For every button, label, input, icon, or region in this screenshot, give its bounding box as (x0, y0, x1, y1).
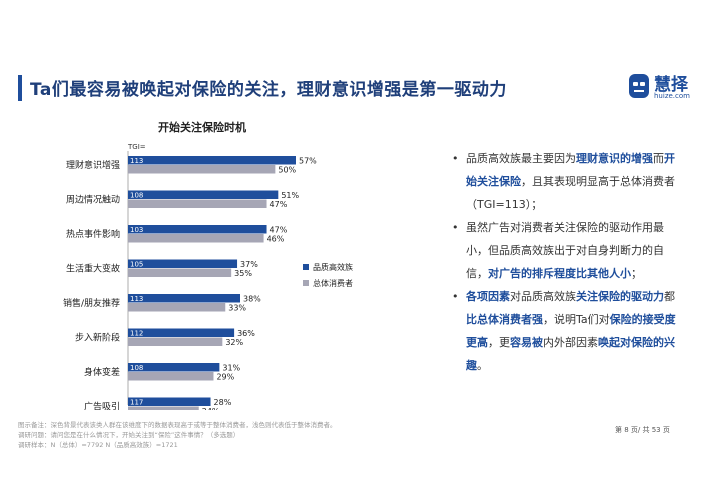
bar-overall (128, 406, 199, 410)
category-label: 理财意识增强 (66, 159, 120, 171)
tgi-label: TGI= (127, 143, 146, 151)
highlight-text: 唤起对保险的兴趣 (466, 336, 675, 372)
data-label: 24% (202, 407, 220, 410)
bullet-dot-icon: • (452, 290, 459, 303)
highlight-text: 比总体消费者强 (466, 313, 543, 326)
logo: 慧择 huize.com (626, 70, 696, 106)
legend-label: 总体消费者 (313, 278, 353, 288)
bar-overall (128, 165, 276, 174)
data-label: 32% (225, 338, 243, 347)
body-text: 内外部因素 (543, 336, 598, 349)
body-text: ，说明Ta们对 (543, 313, 610, 326)
bar-overall (128, 199, 267, 208)
bar-quality (128, 259, 238, 268)
body-text: 都 (664, 290, 675, 303)
insight-item: • 虽然广告对消费者关注保险的驱动作用最小，但品质高效族出于对自身判断力的自信，对… (450, 216, 680, 285)
bullet-dot-icon: • (452, 221, 459, 234)
page-title: Ta们最容易被唤起对保险的关注，理财意识增强是第一驱动力 (30, 80, 507, 100)
logo-url: huize.com (654, 92, 690, 100)
data-label: 37% (240, 260, 258, 269)
data-label: 47% (270, 226, 288, 235)
legend-swatch (303, 280, 309, 286)
body-text: 品质高效族最主要因为 (466, 152, 576, 165)
category-label: 广告吸引 (84, 401, 120, 411)
legend-swatch (303, 264, 309, 270)
body-text: 。 (477, 359, 488, 372)
body-text: ，更 (488, 336, 510, 349)
highlight-text: 保险的接受度更高 (466, 313, 676, 349)
bar-quality (128, 363, 220, 372)
insight-item: • 各项因素对品质高效族关注保险的驱动力都比总体消费者强，说明Ta们对保险的接受度… (450, 285, 680, 377)
body-text: 对品质高效族 (510, 290, 576, 303)
highlight-text: 容易被 (510, 336, 543, 349)
tgi-value: 113 (130, 295, 143, 303)
tgi-value: 108 (130, 192, 143, 200)
bar-quality (128, 225, 267, 234)
category-label: 周边情况触动 (66, 194, 120, 206)
data-label: 31% (222, 364, 240, 373)
body-text: ； (631, 267, 642, 280)
highlight-text: 各项因素 (466, 290, 510, 303)
category-label: 热点事件影响 (66, 228, 120, 240)
data-label: 36% (237, 329, 255, 338)
highlight-text: 关注保险的驱动力 (576, 290, 664, 303)
legend-label: 品质高效族 (313, 262, 353, 272)
logo-icon (629, 74, 649, 98)
bullet-dot-icon: • (452, 152, 459, 165)
footer-note: 调研样本：N（总体）=7792 N（品质高效族）=1721 (18, 441, 178, 449)
data-label: 57% (299, 157, 317, 166)
bar-quality (128, 156, 296, 165)
tgi-value: 117 (130, 399, 143, 407)
footer-notes: 图示备注：深色背景代表该类人群在该维度下的数据表现高于或等于整体消费者，浅色则代… (18, 420, 337, 450)
body-text: 虽然广告对消费者关注保险的驱动作用最小，但品质高效族出于对自身判断力的自信， (466, 221, 664, 280)
category-label: 步入新阶段 (75, 332, 120, 344)
data-label: 51% (281, 191, 299, 200)
insight-item: • 品质高效族最主要因为理财意识的增强而开始关注保险，且其表现明显高于总体消费者（… (450, 147, 680, 216)
data-label: 35% (234, 269, 252, 278)
data-label: 50% (278, 166, 296, 175)
bar-overall (128, 268, 232, 277)
bar-quality (128, 328, 235, 337)
data-label: 47% (270, 200, 288, 209)
footer-note: 图示备注：深色背景代表该类人群在该维度下的数据表现高于或等于整体消费者，浅色则代… (18, 421, 337, 429)
tgi-value: 103 (130, 226, 143, 234)
category-label: 身体变差 (84, 366, 120, 378)
chart-title: 开始关注保险时机 (158, 120, 246, 134)
bar-overall (128, 303, 226, 312)
tgi-value: 105 (130, 261, 143, 269)
title-accent-bar (18, 75, 22, 101)
logo-text: 慧择 (654, 75, 688, 95)
tgi-value: 112 (130, 330, 143, 338)
insight-list: • 品质高效族最主要因为理财意识的增强而开始关注保险，且其表现明显高于总体消费者（… (450, 147, 680, 377)
bar-overall (128, 337, 223, 346)
bar-overall (128, 234, 264, 243)
highlight-text: 对广告的排斥程度比其他人小 (488, 267, 631, 280)
bar-overall (128, 372, 214, 381)
body-text: ，且其表现明显高于总体消费者（TGI=113）； (466, 175, 675, 211)
page-number: 第 8 页/ 共 53 页 (615, 426, 670, 434)
data-label: 29% (216, 373, 234, 382)
data-label: 28% (214, 398, 232, 407)
highlight-text: 开始关注保险 (466, 152, 675, 188)
bar-chart: 开始关注保险时机 TGI= 理财意识增强 57% 113 50% 周边情况触动 51% 10… (63, 120, 353, 411)
category-label: 销售/朋友推荐 (63, 297, 120, 309)
tgi-value: 108 (130, 364, 143, 372)
footer-note: 调研问题：请问您是在什么情况下，开始关注到“保险”这件事情？（多选题） (18, 431, 240, 439)
data-label: 38% (243, 295, 261, 304)
category-label: 生活重大变故 (66, 263, 120, 275)
data-label: 46% (267, 235, 285, 244)
tgi-value: 113 (130, 157, 143, 165)
data-label: 33% (228, 304, 246, 313)
bar-quality (128, 397, 211, 406)
bar-quality (128, 190, 279, 199)
bar-quality (128, 294, 240, 303)
body-text: 而 (653, 152, 664, 165)
highlight-text: 理财意识的增强 (576, 152, 653, 165)
